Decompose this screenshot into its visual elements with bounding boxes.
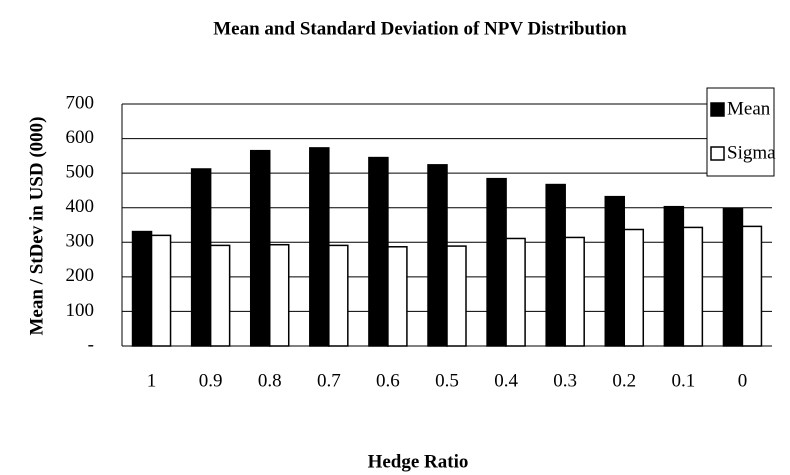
bar — [131, 230, 153, 347]
x-tick-label: 0 — [738, 370, 748, 391]
y-tick-label: 500 — [66, 162, 95, 183]
chart-title: Mean and Standard Deviation of NPV Distr… — [213, 18, 627, 39]
bar — [663, 205, 685, 347]
bar — [741, 225, 763, 347]
bar — [623, 228, 645, 347]
x-axis-title: Hedge Ratio — [368, 451, 469, 472]
x-tick-label: 0.7 — [317, 370, 341, 391]
bar — [387, 246, 408, 347]
y-tick-label: 100 — [66, 300, 95, 321]
x-tick-label: 0.3 — [553, 370, 577, 391]
bar — [209, 244, 231, 347]
legend-label: Mean — [727, 98, 771, 119]
x-tick-label: 0.6 — [376, 370, 400, 391]
y-tick-label: 200 — [66, 265, 95, 286]
y-tick-label: 700 — [66, 92, 95, 113]
x-tick-label: 0.2 — [612, 370, 636, 391]
bar — [190, 168, 212, 347]
bar — [545, 183, 566, 347]
bar — [328, 244, 349, 347]
bar — [722, 207, 744, 347]
legend-label: Sigma — [727, 142, 776, 163]
y-tick-label: 400 — [66, 196, 95, 217]
x-tick-label: 0.5 — [435, 370, 459, 391]
bar — [249, 149, 271, 347]
bar — [682, 226, 704, 347]
bar — [150, 234, 172, 347]
y-tick-label: 300 — [66, 231, 95, 252]
bar — [486, 177, 507, 347]
bar — [604, 195, 626, 347]
y-axis-title: Mean / StDev in USD (000) — [26, 116, 47, 335]
bar — [268, 243, 290, 347]
legend-swatch — [710, 146, 725, 161]
legend-swatch — [710, 102, 725, 117]
x-tick-label: 1 — [147, 370, 157, 391]
x-tick-label: 0.1 — [671, 370, 695, 391]
bar — [505, 237, 526, 347]
bar — [427, 164, 448, 347]
y-tick-label: - — [88, 334, 94, 355]
x-tick-label: 0.9 — [199, 370, 223, 391]
bar — [368, 156, 389, 347]
bar — [564, 236, 585, 347]
x-tick-label: 0.8 — [258, 370, 282, 391]
bar — [309, 147, 330, 347]
y-tick-label: 600 — [66, 127, 95, 148]
bar — [446, 245, 467, 347]
x-tick-label: 0.4 — [494, 370, 518, 391]
